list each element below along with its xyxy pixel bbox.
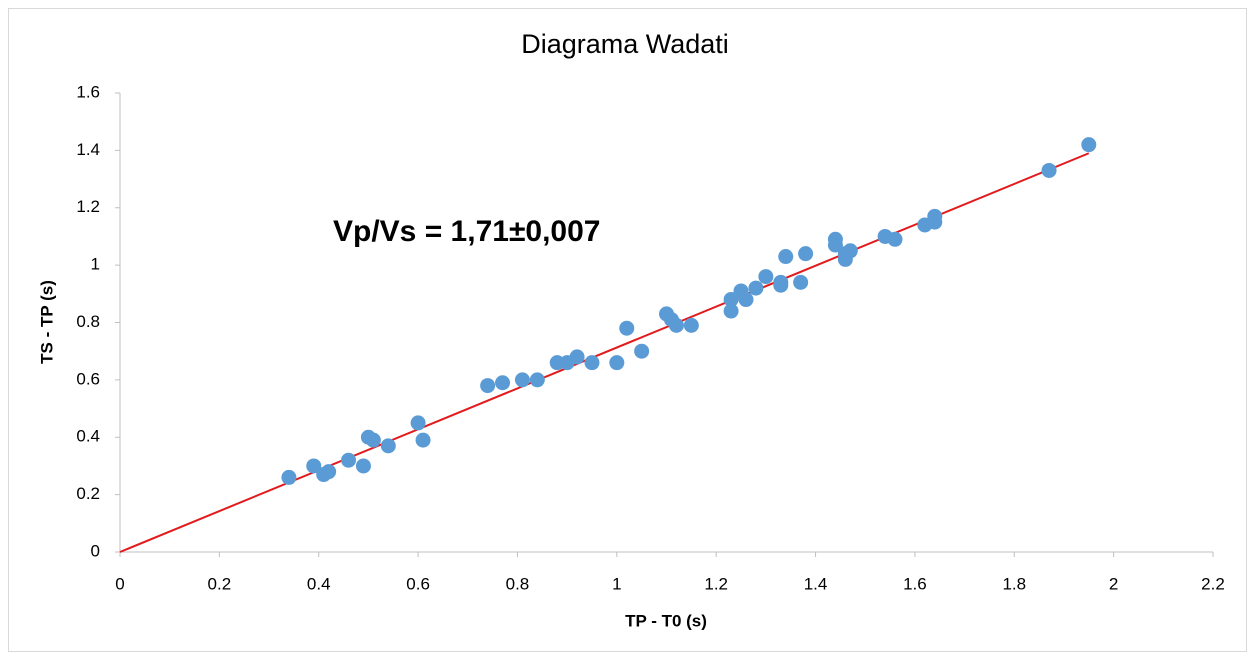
point [778,249,794,265]
x-tick-label: 0.2 [208,574,232,593]
point [355,458,371,474]
x-tick-label: 0.4 [307,574,331,593]
point [927,214,943,230]
point [514,372,530,388]
x-tick-label: 2 [1109,574,1118,593]
x-tick-label: 1 [612,574,621,593]
y-tick-label: 0 [91,541,100,560]
point [321,464,337,480]
point [341,452,357,468]
x-tick-label: 1.6 [903,574,927,593]
point [495,375,511,391]
point [683,317,699,333]
x-tick-label: 2.2 [1201,574,1225,593]
point [738,292,754,308]
point [1041,162,1057,178]
x-tick-label: 1.4 [804,574,828,593]
point [529,372,545,388]
point [748,280,764,296]
y-tick-label: 0.2 [76,484,100,503]
point [798,246,814,262]
point [365,432,381,448]
point [281,469,297,485]
point [723,303,739,319]
y-tick-label: 0.4 [76,427,100,446]
x-tick-label: 1.8 [1002,574,1026,593]
point [480,378,496,394]
point [887,231,903,247]
point [634,343,650,359]
point [410,415,426,431]
y-tick-label: 0.8 [76,312,100,331]
y-tick-label: 0.6 [76,369,100,388]
point [569,349,585,365]
y-tick-label: 1 [91,255,100,274]
point [758,269,774,285]
point [827,237,843,253]
y-tick-label: 1.4 [76,140,100,159]
x-tick-label: 0.6 [406,574,430,593]
x-tick-label: 0 [115,574,124,593]
chart-title: Diagrama Wadati [521,29,729,59]
point [668,317,684,333]
point [609,355,625,371]
annotation: Vp/Vs = 1,71±0,007 [333,215,600,248]
x-tick-label: 1.2 [704,574,728,593]
y-tick-label: 1.6 [76,82,100,101]
point [842,243,858,259]
point [306,458,322,474]
y-tick-label: 1.2 [76,197,100,216]
x-tick-label: 0.8 [506,574,530,593]
point [619,320,635,336]
point [793,274,809,290]
point [380,438,396,454]
point [584,355,600,371]
point [415,432,431,448]
point [723,292,739,308]
x-axis-label: TP - T0 (s) [625,611,707,630]
y-axis-label: TS - TP (s) [37,280,56,364]
point [1081,137,1097,153]
point [773,277,789,293]
